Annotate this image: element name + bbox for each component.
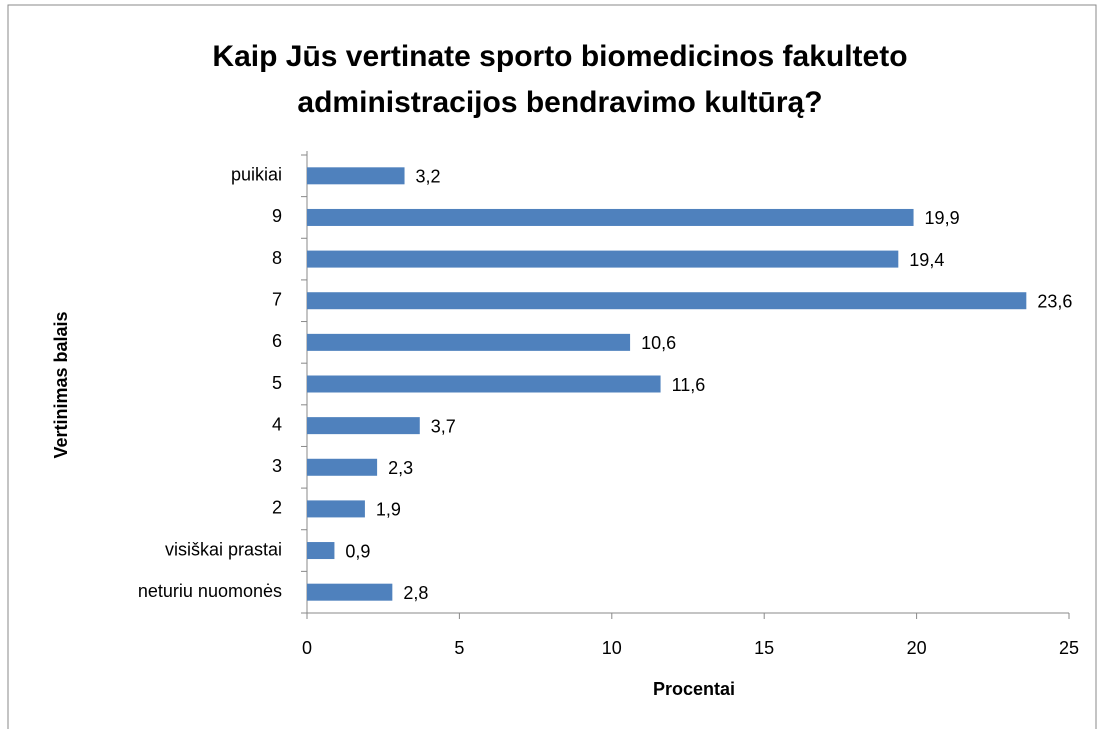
data-label: 11,6: [672, 375, 706, 395]
y-tick-label: 9: [272, 206, 282, 226]
bar: [307, 417, 420, 435]
bar: [307, 250, 899, 268]
y-tick-label: puikiai: [231, 165, 282, 185]
data-label: 1,9: [376, 500, 401, 520]
y-tick-label: 6: [272, 331, 282, 351]
data-label: 19,4: [909, 250, 944, 270]
x-tick-label: 5: [454, 638, 464, 658]
x-tick-label: 25: [1059, 638, 1079, 658]
data-label: 23,6: [1037, 291, 1072, 311]
data-label: 2,8: [403, 583, 428, 603]
data-label: 10,6: [641, 333, 676, 353]
bar: [307, 583, 393, 601]
x-tick-label: 20: [907, 638, 927, 658]
data-label: 3,2: [416, 167, 441, 187]
bar: [307, 500, 365, 518]
y-tick-label: visiškai prastai: [165, 539, 282, 559]
bar: [307, 292, 1027, 310]
y-tick-label: 7: [272, 289, 282, 309]
x-tick-label: 10: [602, 638, 622, 658]
bar: [307, 458, 378, 476]
chart-title: Kaip Jūs vertinate sporto biomedicinos f…: [212, 40, 907, 73]
x-tick-label: 0: [302, 638, 312, 658]
y-tick-label: 2: [272, 498, 282, 518]
bar: [307, 333, 631, 351]
y-tick-label: 3: [272, 456, 282, 476]
y-tick-label: 8: [272, 248, 282, 268]
data-label: 2,3: [388, 458, 413, 478]
bar: [307, 375, 661, 393]
chart-border: [7, 4, 1097, 729]
data-label: 19,9: [925, 208, 960, 228]
x-tick-label: 15: [754, 638, 774, 658]
data-label: 0,9: [345, 541, 370, 561]
y-tick-label: 4: [272, 414, 282, 434]
data-label: 3,7: [431, 416, 456, 436]
chart-title: administracijos bendravimo kultūrą?: [297, 86, 822, 119]
y-axis-title: Vertinimas balais: [51, 311, 71, 458]
y-tick-label: 5: [272, 373, 282, 393]
x-axis-title: Procentai: [653, 679, 735, 699]
bar: [307, 208, 914, 226]
bar: [307, 167, 405, 185]
bar: [307, 542, 335, 560]
y-tick-label: neturiu nuomonės: [138, 581, 282, 601]
